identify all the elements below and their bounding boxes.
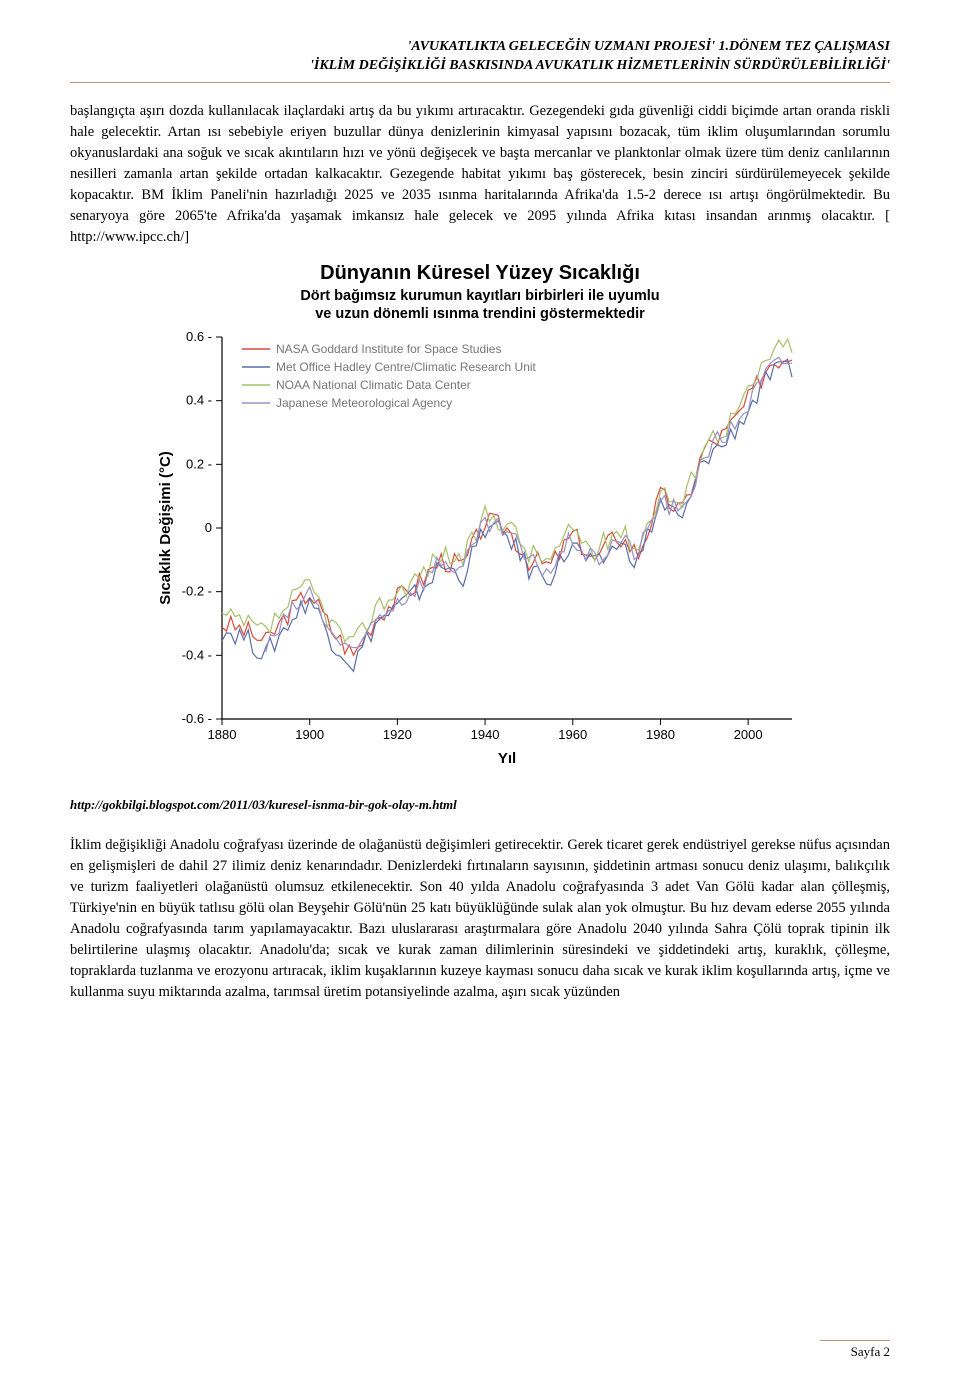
page-header: 'AVUKATLIKTA GELECEĞİN UZMANI PROJESİ' 1…: [70, 38, 890, 83]
svg-text:1940: 1940: [471, 727, 500, 742]
svg-text:-0.4 -: -0.4 -: [182, 647, 212, 662]
svg-text:0.4 -: 0.4 -: [186, 393, 212, 408]
svg-text:NASA Goddard Institute for Spa: NASA Goddard Institute for Space Studies: [276, 342, 501, 356]
chart-subtitle-line1: Dört bağımsız kurumun kayıtları birbirle…: [300, 288, 659, 304]
svg-text:0.6 -: 0.6 -: [186, 329, 212, 344]
chart-svg: -0.6 - -0.4 - -0.2 - 0 0.2 - 0.4 - 0.6 - 1880 19…: [150, 329, 810, 769]
chart-title: Dünyanın Küresel Yüzey Sıcaklığı: [150, 262, 810, 285]
svg-text:-0.6 -: -0.6 -: [182, 711, 212, 726]
page-footer: Sayfa 2: [820, 1340, 890, 1360]
temperature-chart: Dünyanın Küresel Yüzey Sıcaklığı Dört ba…: [150, 262, 810, 769]
header-line2: 'İKLİM DEĞİŞİKLİĞİ BASKISINDA AVUKATLIK …: [70, 57, 890, 76]
svg-text:Japanese Meteorological Agency: Japanese Meteorological Agency: [276, 396, 452, 410]
paragraph-2: İklim değişikliği Anadolu coğrafyası üze…: [70, 835, 890, 1003]
page-number: Sayfa 2: [851, 1344, 890, 1359]
svg-text:-0.2 -: -0.2 -: [182, 584, 212, 599]
svg-text:Met Office Hadley Centre/Clima: Met Office Hadley Centre/Climatic Resear…: [276, 360, 537, 374]
header-line1: 'AVUKATLIKTA GELECEĞİN UZMANI PROJESİ' 1…: [70, 38, 890, 57]
svg-text:1960: 1960: [558, 727, 587, 742]
svg-text:Sıcaklık Değişimi (°C): Sıcaklık Değişimi (°C): [157, 451, 174, 605]
svg-text:1980: 1980: [646, 727, 675, 742]
svg-text:1920: 1920: [383, 727, 412, 742]
chart-subtitle: Dört bağımsız kurumun kayıtları birbirle…: [150, 287, 810, 323]
svg-text:1880: 1880: [208, 727, 237, 742]
svg-text:2000: 2000: [734, 727, 763, 742]
paragraph-1: başlangıçta aşırı dozda kullanılacak ila…: [70, 101, 890, 248]
chart-source-link: http://gokbilgi.blogspot.com/2011/03/kur…: [70, 797, 890, 813]
svg-text:NOAA National Climatic Data Ce: NOAA National Climatic Data Center: [276, 378, 471, 392]
svg-text:1900: 1900: [295, 727, 324, 742]
svg-text:Yıl: Yıl: [498, 750, 516, 767]
chart-subtitle-line2: ve uzun dönemli ısınma trendini gösterme…: [315, 306, 645, 322]
svg-text:0.2 -: 0.2 -: [186, 456, 212, 471]
svg-text:0: 0: [205, 520, 212, 535]
